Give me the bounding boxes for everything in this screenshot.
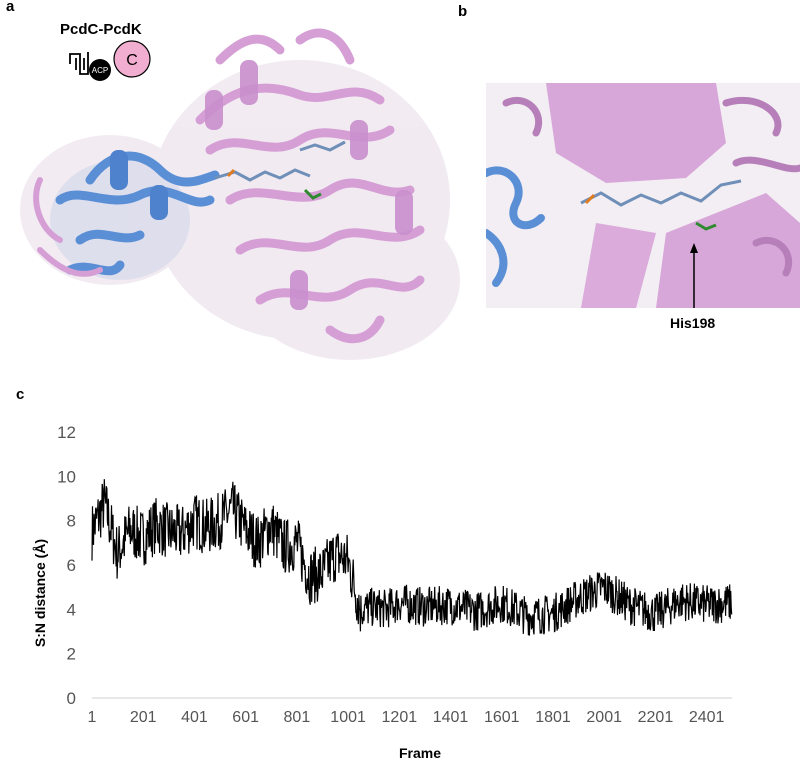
c-label: C bbox=[126, 52, 138, 69]
x-tick-label: 2001 bbox=[586, 709, 622, 726]
x-tick-label: 1 bbox=[88, 709, 97, 726]
x-tick-label: 1201 bbox=[382, 709, 418, 726]
x-tick-label: 1801 bbox=[535, 709, 571, 726]
x-tick-label: 1601 bbox=[484, 709, 520, 726]
panel-b-structure bbox=[486, 83, 800, 308]
acp-label: ACP bbox=[92, 66, 108, 75]
y-tick-label: 0 bbox=[67, 689, 76, 708]
y-axis-label: S:N distance (Å) bbox=[32, 539, 48, 647]
y-tick-label: 10 bbox=[57, 467, 76, 486]
panel-b-letter: b bbox=[458, 3, 468, 20]
y-tick-label: 8 bbox=[67, 512, 76, 531]
protein-structure-a bbox=[20, 28, 460, 360]
x-tick-label: 1401 bbox=[433, 709, 469, 726]
legend-title: PcdC-PcdK bbox=[60, 21, 142, 38]
panel-a-letter: a bbox=[6, 0, 15, 15]
x-tick-label: 201 bbox=[130, 709, 157, 726]
x-tick-label: 1001 bbox=[330, 709, 366, 726]
y-tick-label: 4 bbox=[67, 600, 76, 619]
x-tick-label: 2401 bbox=[689, 709, 725, 726]
y-tick-label: 12 bbox=[57, 423, 76, 442]
x-tick-label: 801 bbox=[284, 709, 311, 726]
distance-trace bbox=[91, 479, 733, 636]
x-tick-label: 401 bbox=[181, 709, 208, 726]
his198-label: His198 bbox=[670, 315, 716, 331]
x-tick-label: 601 bbox=[232, 709, 259, 726]
x-tick-label: 2201 bbox=[638, 709, 674, 726]
x-axis-label: Frame bbox=[399, 745, 441, 761]
acp-circle-icon bbox=[89, 59, 111, 81]
acp-fold-icon bbox=[69, 52, 89, 75]
panel-a-structure bbox=[0, 0, 470, 370]
panel-c-letter: c bbox=[16, 386, 25, 403]
c-domain-circle-icon bbox=[113, 40, 151, 78]
y-tick-label: 2 bbox=[67, 645, 76, 664]
legend-diagram: ACP C bbox=[66, 38, 158, 84]
y-tick-label: 6 bbox=[67, 556, 76, 575]
